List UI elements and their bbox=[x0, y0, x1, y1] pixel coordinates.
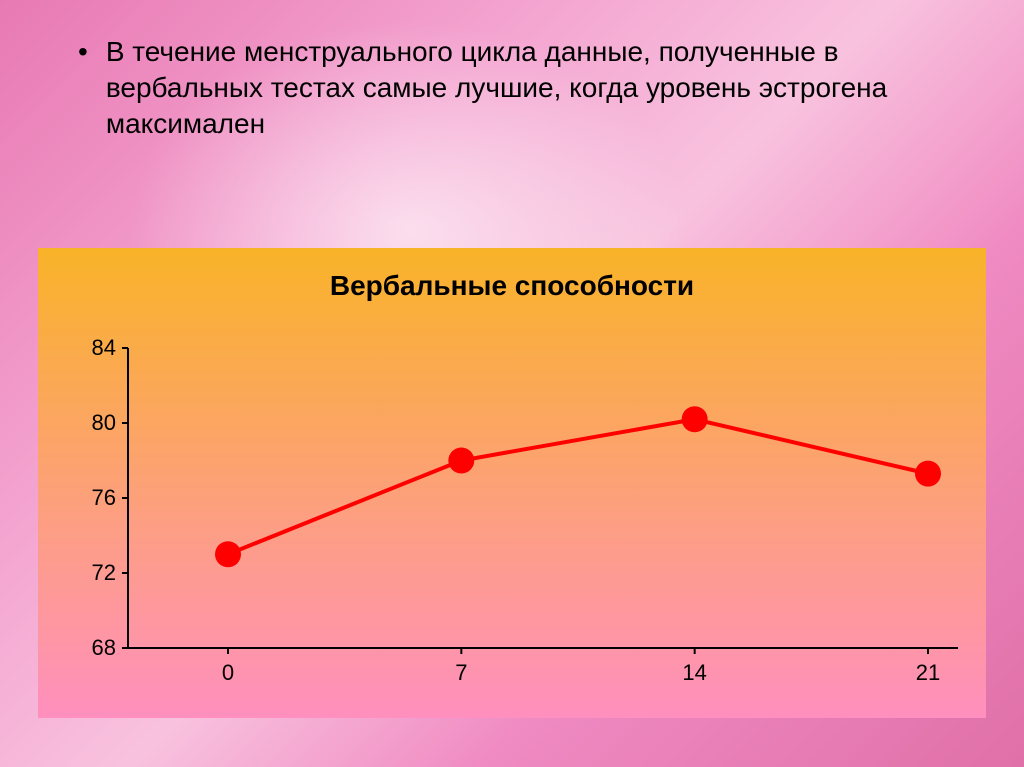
bullet-text: В течение менструального цикла данные, п… bbox=[106, 34, 964, 142]
chart-svg: 68 72 76 80 84 0 7 14 21 bbox=[38, 248, 986, 718]
svg-text:68: 68 bbox=[92, 635, 116, 660]
svg-text:84: 84 bbox=[92, 335, 116, 360]
bullet-item: • В течение менструального цикла данные,… bbox=[78, 34, 964, 142]
svg-text:7: 7 bbox=[455, 660, 467, 685]
bullet-marker: • bbox=[78, 34, 88, 142]
svg-text:72: 72 bbox=[92, 560, 116, 585]
svg-text:80: 80 bbox=[92, 410, 116, 435]
svg-text:76: 76 bbox=[92, 485, 116, 510]
chart-panel: Вербальные способности 6872768084071421 bbox=[38, 248, 986, 718]
svg-text:21: 21 bbox=[916, 660, 940, 685]
svg-text:0: 0 bbox=[222, 660, 234, 685]
svg-text:14: 14 bbox=[682, 660, 706, 685]
